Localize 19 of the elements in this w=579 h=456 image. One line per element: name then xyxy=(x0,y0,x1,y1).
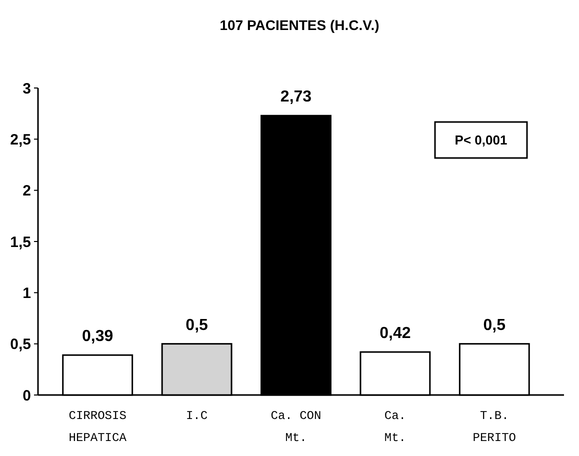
y-tick-label: 2 xyxy=(22,182,31,200)
data-label: 0,39 xyxy=(82,328,114,346)
x-tick-label: Ca. Mt. xyxy=(384,409,406,445)
data-label: 2,73 xyxy=(280,88,312,106)
annotation: P< 0,001 xyxy=(454,132,508,148)
y-tick-label: 3 xyxy=(22,80,31,98)
y-tick-label: 0,5 xyxy=(10,336,31,354)
x-tick-label: CIRROSIS HEPATICA xyxy=(68,409,128,445)
data-label: 0,5 xyxy=(186,316,208,334)
x-tick-label: T.B. PERITO xyxy=(472,409,516,445)
y-tick-label: 0 xyxy=(22,387,31,404)
y-tick-label: 1 xyxy=(22,284,31,302)
y-tick-label: 2,5 xyxy=(10,131,31,148)
data-label: 0,5 xyxy=(483,316,506,334)
data-label: 0,42 xyxy=(380,325,411,342)
x-tick-label: I.C xyxy=(186,409,208,423)
x-tick-label: Ca. CON Mt. xyxy=(270,409,322,445)
chart-title: 107 PACIENTES (H.C.V.) xyxy=(220,17,380,33)
y-tick-label: 1,5 xyxy=(10,234,31,251)
